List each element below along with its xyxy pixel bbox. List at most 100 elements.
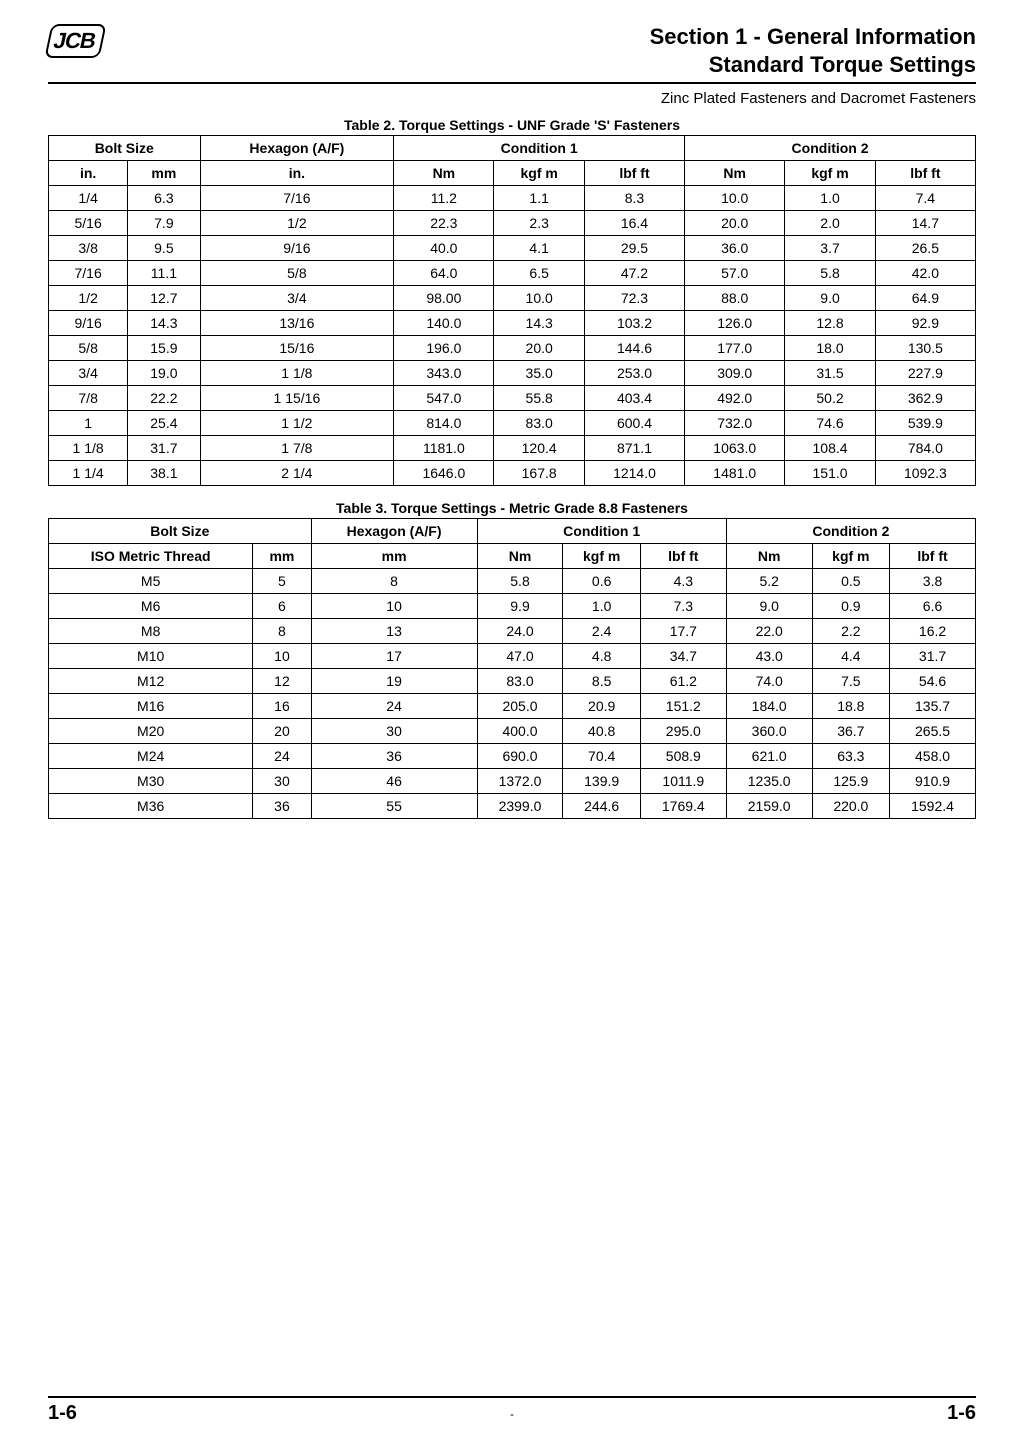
- table-cell: 784.0: [875, 436, 975, 461]
- table-cell: 61.2: [640, 669, 726, 694]
- table-cell: 88.0: [685, 286, 785, 311]
- table3-sub-nm2: Nm: [726, 544, 812, 569]
- table-cell: 7.3: [640, 594, 726, 619]
- table-cell: 40.0: [394, 236, 494, 261]
- table-cell: 1769.4: [640, 794, 726, 819]
- table-cell: 151.0: [785, 461, 875, 486]
- table-cell: 25.4: [128, 411, 200, 436]
- table-cell: 120.4: [494, 436, 584, 461]
- table-cell: M16: [49, 694, 253, 719]
- table-cell: 12.7: [128, 286, 200, 311]
- table-cell: 31.7: [128, 436, 200, 461]
- table-cell: 220.0: [812, 794, 889, 819]
- table-cell: 139.9: [563, 769, 640, 794]
- table-cell: 63.3: [812, 744, 889, 769]
- table-row: 5/167.91/222.32.316.420.02.014.7: [49, 211, 976, 236]
- table-cell: 1092.3: [875, 461, 975, 486]
- table3-sub-hex-mm: mm: [311, 544, 477, 569]
- table-cell: 140.0: [394, 311, 494, 336]
- table-row: M3636552399.0244.61769.42159.0220.01592.…: [49, 794, 976, 819]
- table-row: 1/46.37/1611.21.18.310.01.07.4: [49, 186, 976, 211]
- table-cell: 600.4: [584, 411, 684, 436]
- table-cell: 9/16: [200, 236, 394, 261]
- table-cell: 309.0: [685, 361, 785, 386]
- table-cell: 1 1/8: [200, 361, 394, 386]
- table-cell: 64.0: [394, 261, 494, 286]
- table-cell: 18.0: [785, 336, 875, 361]
- table-cell: 42.0: [875, 261, 975, 286]
- table-cell: 0.9: [812, 594, 889, 619]
- table-cell: 177.0: [685, 336, 785, 361]
- table-cell: 7.4: [875, 186, 975, 211]
- table2-sub-hex-in: in.: [200, 161, 394, 186]
- table-cell: 1.1: [494, 186, 584, 211]
- table-cell: 492.0: [685, 386, 785, 411]
- table-cell: 16.4: [584, 211, 684, 236]
- table-cell: 5: [253, 569, 311, 594]
- table-cell: 24: [311, 694, 477, 719]
- table3-sub-mm: mm: [253, 544, 311, 569]
- table-cell: 74.0: [726, 669, 812, 694]
- table-cell: 0.5: [812, 569, 889, 594]
- table3-sub-lbfft1: lbf ft: [640, 544, 726, 569]
- table-cell: 2.4: [563, 619, 640, 644]
- table-cell: 38.1: [128, 461, 200, 486]
- table-cell: 1/2: [200, 211, 394, 236]
- table-cell: 31.7: [890, 644, 976, 669]
- table-cell: 6.6: [890, 594, 976, 619]
- table-row: 125.41 1/2814.083.0600.4732.074.6539.9: [49, 411, 976, 436]
- table-row: 1 1/438.12 1/41646.0167.81214.01481.0151…: [49, 461, 976, 486]
- subheader: Zinc Plated Fasteners and Dacromet Faste…: [48, 90, 976, 107]
- table-cell: 9.0: [785, 286, 875, 311]
- table3-caption: Table 3. Torque Settings - Metric Grade …: [48, 500, 976, 516]
- table-cell: 6.5: [494, 261, 584, 286]
- table-cell: 244.6: [563, 794, 640, 819]
- table-cell: 9.9: [477, 594, 563, 619]
- table-cell: 3.8: [890, 569, 976, 594]
- table-cell: 24.0: [477, 619, 563, 644]
- table-cell: 690.0: [477, 744, 563, 769]
- table-row: M10101747.04.834.743.04.431.7: [49, 644, 976, 669]
- table-cell: 12: [253, 669, 311, 694]
- table-cell: 9.0: [726, 594, 812, 619]
- table-cell: 8.5: [563, 669, 640, 694]
- table-cell: 910.9: [890, 769, 976, 794]
- table-cell: 1 1/8: [49, 436, 128, 461]
- table-cell: 12.8: [785, 311, 875, 336]
- table-cell: M36: [49, 794, 253, 819]
- table-cell: 10.0: [494, 286, 584, 311]
- table-cell: 343.0: [394, 361, 494, 386]
- table-cell: 144.6: [584, 336, 684, 361]
- table-cell: 1214.0: [584, 461, 684, 486]
- table-cell: 34.7: [640, 644, 726, 669]
- table-cell: 40.8: [563, 719, 640, 744]
- table-cell: 4.3: [640, 569, 726, 594]
- table-cell: 30: [311, 719, 477, 744]
- table-cell: M24: [49, 744, 253, 769]
- table-cell: 29.5: [584, 236, 684, 261]
- table-cell: 46: [311, 769, 477, 794]
- table-cell: 1063.0: [685, 436, 785, 461]
- table-row: 3/89.59/1640.04.129.536.03.726.5: [49, 236, 976, 261]
- table-cell: 74.6: [785, 411, 875, 436]
- table-row: M881324.02.417.722.02.216.2: [49, 619, 976, 644]
- table-cell: 15/16: [200, 336, 394, 361]
- table-cell: 227.9: [875, 361, 975, 386]
- table-cell: 36: [253, 794, 311, 819]
- table-cell: 5/16: [49, 211, 128, 236]
- table-row: 7/822.21 15/16547.055.8403.4492.050.2362…: [49, 386, 976, 411]
- table-row: 9/1614.313/16140.014.3103.2126.012.892.9: [49, 311, 976, 336]
- table-cell: 3/4: [200, 286, 394, 311]
- table-cell: 36: [311, 744, 477, 769]
- table-cell: 2.3: [494, 211, 584, 236]
- table-cell: 5.8: [785, 261, 875, 286]
- table-cell: 1646.0: [394, 461, 494, 486]
- table-cell: 1.0: [563, 594, 640, 619]
- table-cell: 295.0: [640, 719, 726, 744]
- table-cell: 2399.0: [477, 794, 563, 819]
- table-cell: M5: [49, 569, 253, 594]
- table-cell: 47.0: [477, 644, 563, 669]
- table-cell: 16.2: [890, 619, 976, 644]
- table-cell: 47.2: [584, 261, 684, 286]
- table-cell: 1/4: [49, 186, 128, 211]
